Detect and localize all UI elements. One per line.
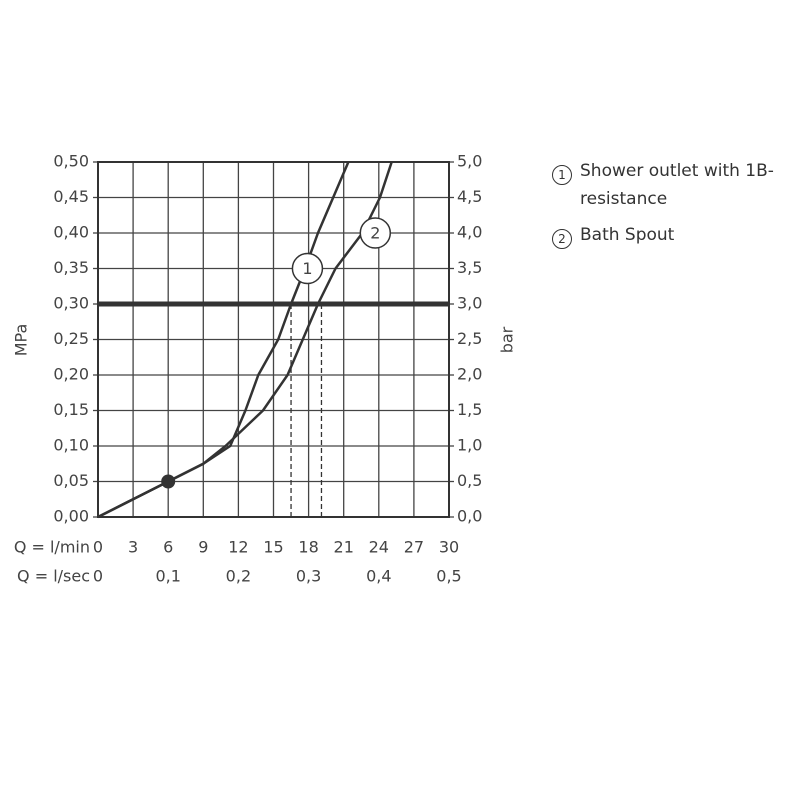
- y2-axis-label: bar: [498, 326, 517, 353]
- y2-tick-label: 2,5: [457, 329, 482, 348]
- y-tick-label: 0,05: [53, 471, 89, 490]
- annotation-circle: [291, 252, 324, 285]
- y-tick-label: 0,00: [53, 507, 89, 526]
- annotation-circle: [359, 217, 392, 249]
- y2-tick-label: 1,0: [457, 436, 482, 455]
- y2-tick-label: 3,5: [457, 258, 482, 277]
- operating-point: [161, 474, 176, 489]
- y-tick-label: 0,35: [53, 258, 89, 277]
- x-tick-label: 30: [439, 538, 459, 557]
- x-tick-label: 9: [198, 538, 208, 557]
- x-tick-label: 21: [334, 538, 354, 557]
- y-tick-label: 0,15: [53, 400, 89, 419]
- y2-tick-label: 4,5: [457, 187, 482, 206]
- y-tick-label: 0,30: [53, 294, 89, 313]
- y-tick-label: 0,40: [53, 223, 89, 242]
- x2-tick-label: 0,2: [226, 567, 251, 586]
- y-tick-label: 0,50: [53, 152, 89, 171]
- x-axis-label: Q = l/min: [14, 538, 90, 557]
- x2-tick-label: 0,1: [155, 567, 180, 586]
- x2-tick-label: 0: [93, 567, 103, 586]
- x2-axis-label: Q = l/sec: [17, 567, 90, 586]
- x-tick-label: 15: [263, 538, 283, 557]
- legend-item: 2 Bath Spout: [552, 221, 792, 253]
- legend-number: 1: [552, 165, 572, 185]
- x2-tick-label: 0,4: [366, 567, 391, 586]
- y2-tick-label: 5,0: [457, 152, 482, 171]
- y-tick-label: 0,25: [53, 329, 89, 348]
- legend-item: 1 Shower outlet with 1B-resistance: [552, 157, 792, 213]
- x-tick-label: 12: [228, 538, 248, 557]
- x-tick-label: 3: [128, 538, 138, 557]
- x2-tick-label: 0,5: [436, 567, 461, 586]
- y2-tick-label: 4,0: [457, 223, 482, 242]
- y2-tick-label: 3,0: [457, 294, 482, 313]
- legend-label: Bath Spout: [580, 225, 675, 245]
- y-tick-label: 0,20: [53, 365, 89, 384]
- y2-tick-label: 0,0: [457, 507, 482, 526]
- legend-number: 2: [552, 229, 572, 249]
- legend-label: Shower outlet with 1B-resistance: [580, 161, 774, 209]
- x2-tick-label: 0,3: [296, 567, 321, 586]
- x-tick-label: 24: [369, 538, 389, 557]
- annotation-label: 1: [302, 259, 312, 278]
- y-tick-label: 0,10: [53, 436, 89, 455]
- y-tick-label: 0,45: [53, 187, 89, 206]
- y-axis-label: MPa: [12, 324, 31, 357]
- annotation-label: 2: [370, 224, 380, 243]
- x-tick-label: 27: [404, 538, 424, 557]
- y2-tick-label: 2,0: [457, 365, 482, 384]
- plot-border: [97, 161, 450, 518]
- y2-tick-label: 1,5: [457, 400, 482, 419]
- x-tick-label: 0: [93, 538, 103, 557]
- x-tick-label: 6: [163, 538, 173, 557]
- y2-tick-label: 0,5: [457, 471, 482, 490]
- x-tick-label: 18: [298, 538, 318, 557]
